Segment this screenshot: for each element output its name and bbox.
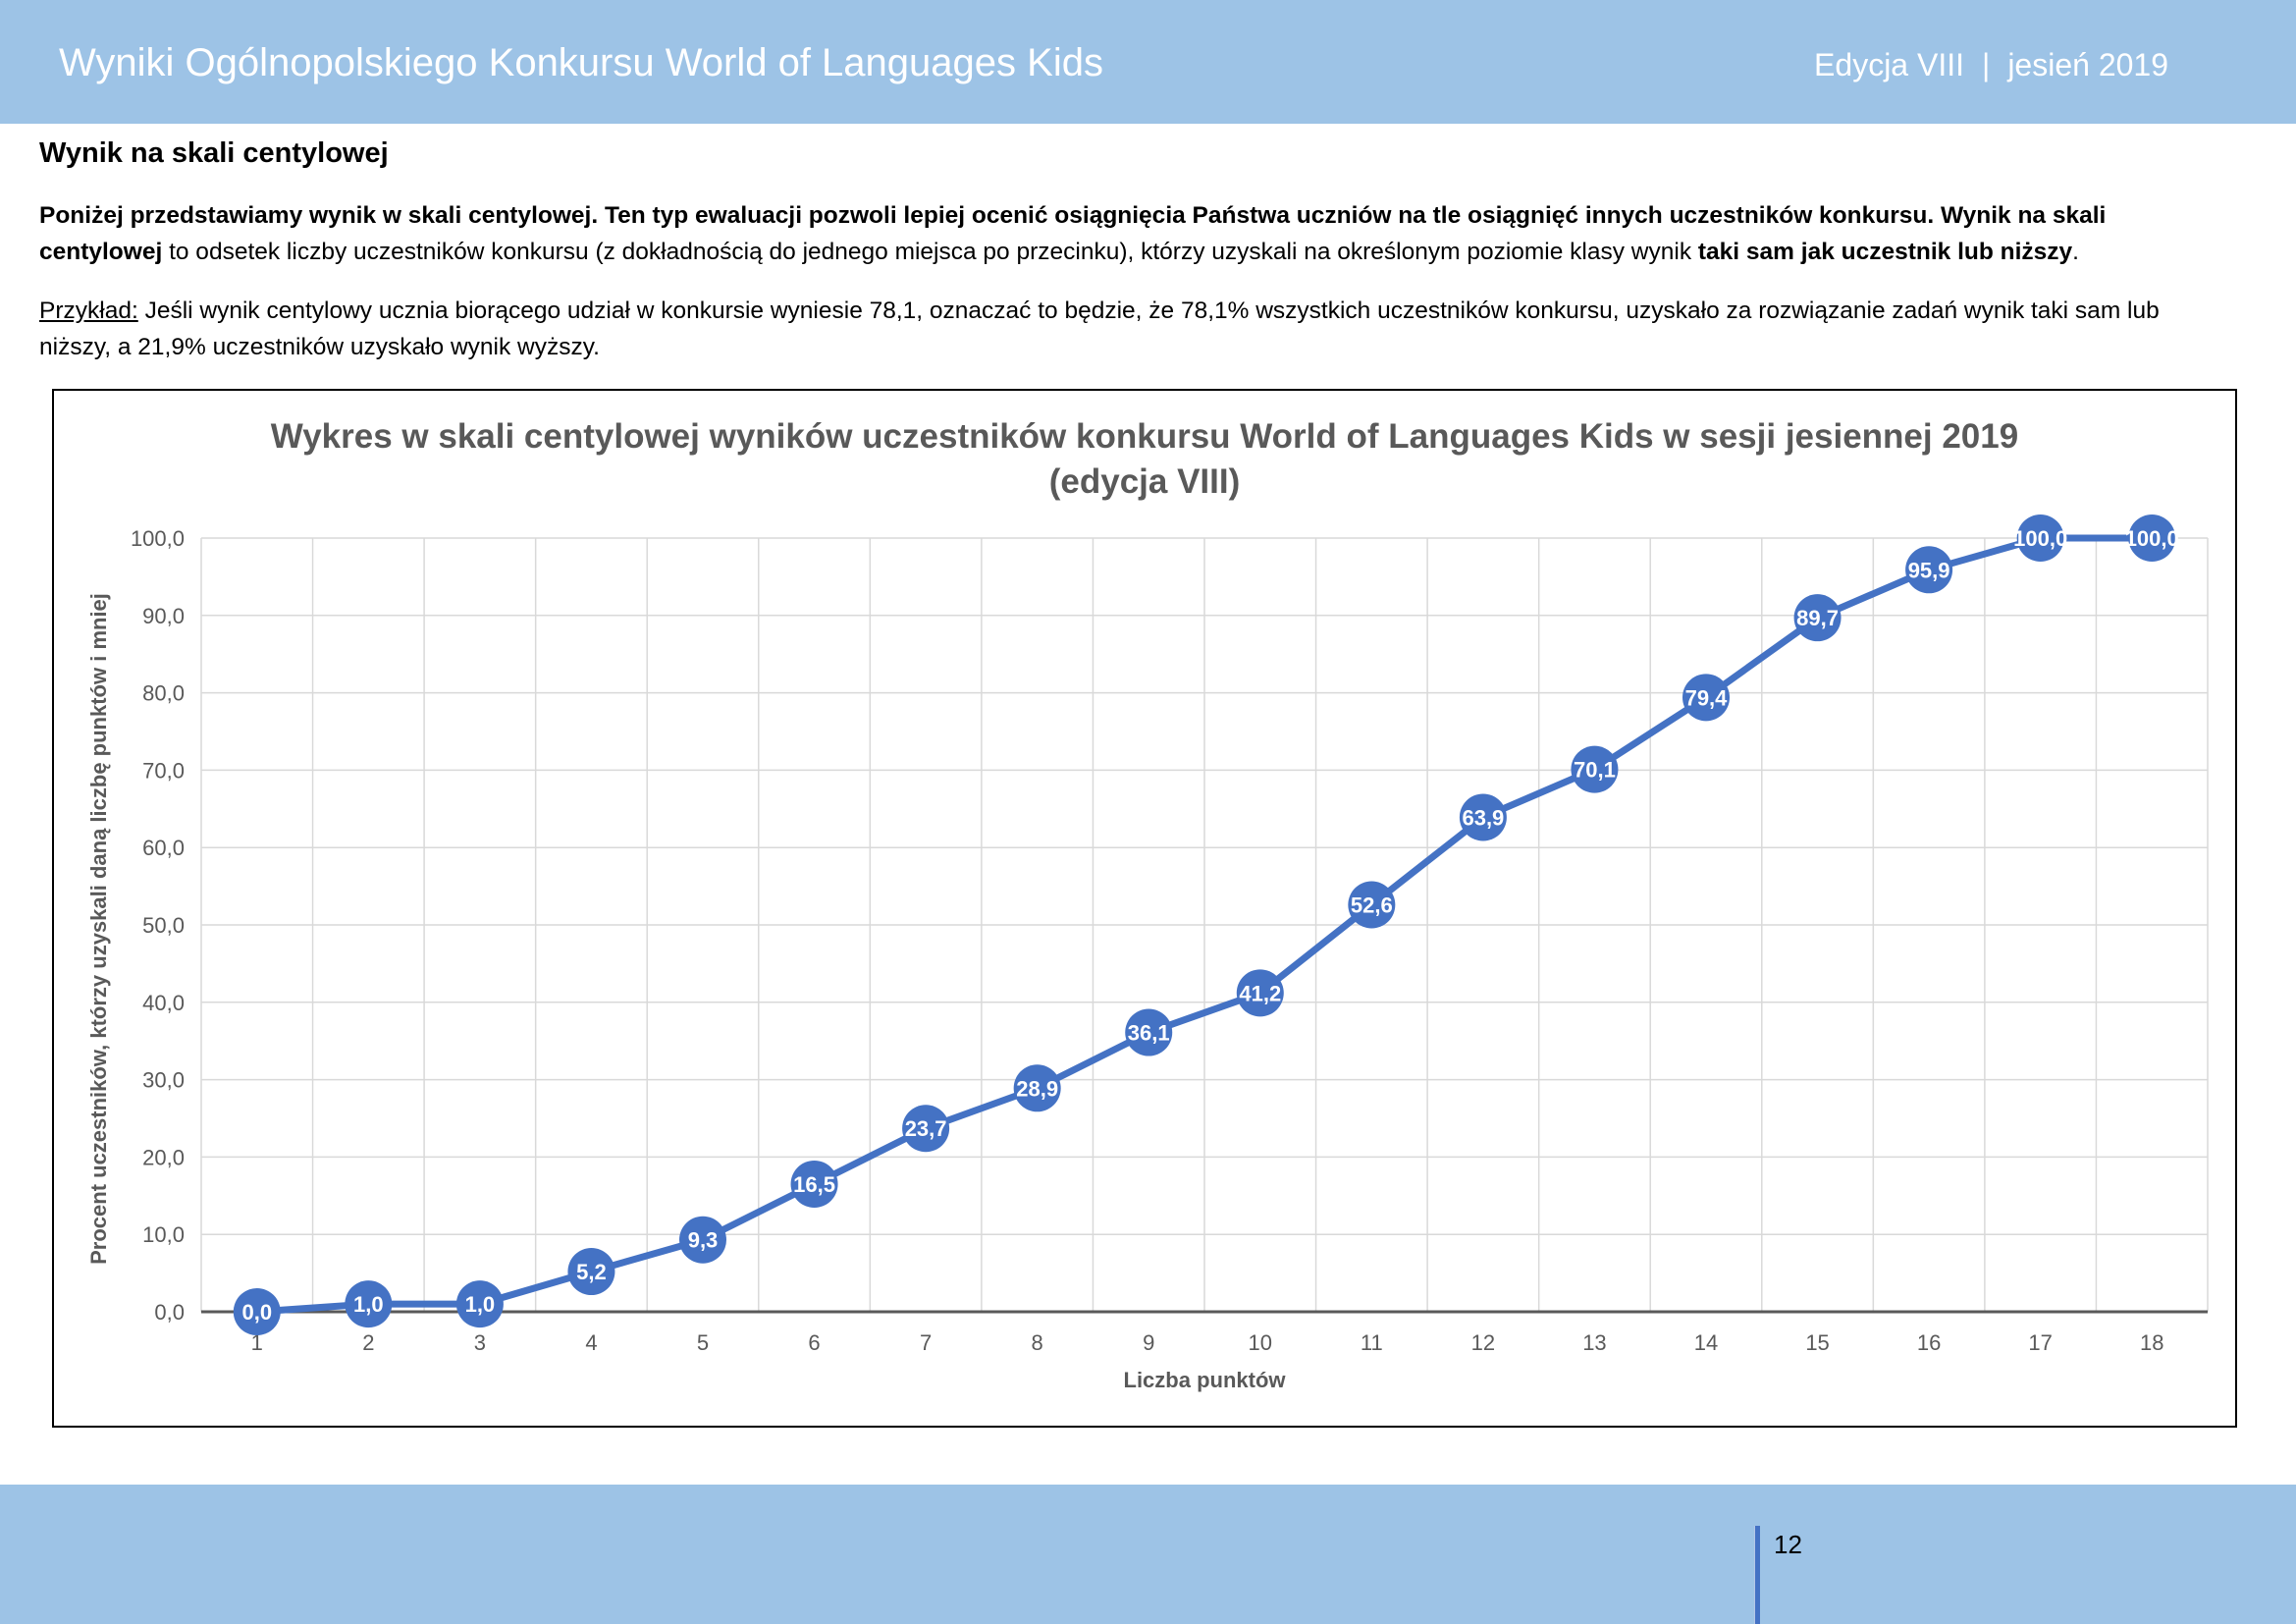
y-tick-label: 20,0 <box>142 1145 185 1169</box>
data-point <box>1125 1008 1173 1056</box>
x-tick-label: 4 <box>585 1330 597 1355</box>
intro-normal-text: to odsetek liczby uczestników konkursu (… <box>162 239 1698 265</box>
data-point <box>1459 793 1507 841</box>
x-tick-label: 2 <box>362 1330 374 1355</box>
x-tick-label: 1 <box>251 1330 263 1355</box>
header-band <box>0 0 2296 124</box>
x-tick-label: 12 <box>1471 1330 1495 1355</box>
data-point <box>2128 514 2176 562</box>
y-tick-label: 50,0 <box>142 913 185 938</box>
intro-bold-text: Poniżej przedstawiamy wynik w skali cent… <box>39 202 2107 265</box>
data-point <box>455 1280 504 1328</box>
chart-title-line2: (edycja VIII) <box>1048 462 1241 501</box>
data-label: 100,0 <box>2125 526 2179 551</box>
data-point <box>1571 745 1619 793</box>
x-tick-label: 13 <box>1582 1330 1606 1355</box>
y-tick-label: 30,0 <box>142 1068 185 1093</box>
x-tick-label: 9 <box>1143 1330 1154 1355</box>
x-tick-label: 15 <box>1805 1330 1829 1355</box>
x-tick-label: 10 <box>1249 1330 1272 1355</box>
data-point <box>1236 969 1284 1017</box>
data-point <box>902 1105 950 1153</box>
data-label: 89,7 <box>1796 606 1839 630</box>
data-label: 100,0 <box>2013 526 2067 551</box>
data-point <box>1905 546 1953 594</box>
data-label: 79,4 <box>1685 685 1729 710</box>
data-point <box>679 1216 726 1264</box>
example-paragraph: Przykład: Jeśli wynik centylowy ucznia b… <box>39 293 2199 365</box>
x-tick-label: 11 <box>1361 1330 1383 1355</box>
y-tick-label: 100,0 <box>131 526 185 551</box>
y-tick-label: 70,0 <box>142 758 185 783</box>
x-tick-label: 3 <box>474 1330 486 1355</box>
data-label: 63,9 <box>1462 805 1504 830</box>
header-title: Wyniki Ogólnopolskiego Konkursu World of… <box>59 41 1103 84</box>
y-tick-label: 60,0 <box>142 836 185 860</box>
y-tick-label: 90,0 <box>142 604 185 628</box>
data-label: 95,9 <box>1908 558 1950 582</box>
data-label: 5,2 <box>576 1260 607 1284</box>
intro-paragraph: Poniżej przedstawiamy wynik w skali cent… <box>39 197 2199 270</box>
data-label: 52,6 <box>1351 893 1393 918</box>
y-tick-label: 0,0 <box>154 1300 185 1325</box>
section-heading: Wynik na skali centylowej <box>39 137 389 169</box>
chart-title-line1: Wykres w skali centylowej wyników uczest… <box>270 417 2019 456</box>
data-point <box>345 1280 393 1328</box>
data-point <box>1793 594 1842 642</box>
header-edition: Edycja VIII <box>1814 47 1964 82</box>
x-tick-label: 6 <box>808 1330 820 1355</box>
y-tick-label: 80,0 <box>142 681 185 706</box>
header-season: jesień 2019 <box>2007 47 2168 82</box>
data-label: 23,7 <box>905 1116 947 1141</box>
footer-band <box>0 1485 2296 1624</box>
data-point <box>567 1248 615 1296</box>
data-label: 9,3 <box>688 1228 719 1253</box>
y-tick-label: 10,0 <box>142 1222 185 1247</box>
data-label: 1,0 <box>465 1292 496 1317</box>
x-tick-label: 14 <box>1694 1330 1718 1355</box>
x-tick-label: 18 <box>2140 1330 2163 1355</box>
x-tick-label: 5 <box>697 1330 709 1355</box>
data-point <box>1013 1064 1061 1112</box>
y-axis-title: Procent uczestników, którzy uzyskali dan… <box>86 593 111 1265</box>
x-tick-label: 8 <box>1032 1330 1043 1355</box>
data-label: 70,1 <box>1574 758 1616 783</box>
header-separator: | <box>1982 47 1991 82</box>
data-label: 28,9 <box>1016 1076 1058 1101</box>
example-label: Przykład: <box>39 298 138 324</box>
chart-container: Wykres w skali centylowej wyników uczest… <box>52 389 2237 1428</box>
footer-divider <box>1754 1526 1760 1624</box>
data-point <box>1348 881 1396 929</box>
data-point <box>1682 674 1730 722</box>
x-tick-label: 17 <box>2028 1330 2052 1355</box>
chart-title: Wykres w skali centylowej wyników uczest… <box>54 414 2235 505</box>
intro-bold-end: taki sam jak uczestnik lub niższy <box>1697 239 2073 265</box>
x-tick-label: 16 <box>1917 1330 1941 1355</box>
data-label: 36,1 <box>1128 1021 1170 1046</box>
data-point <box>790 1160 838 1208</box>
data-point <box>233 1288 281 1335</box>
line-chart: 0,010,020,030,040,050,060,070,080,090,01… <box>86 514 2209 1392</box>
header-edition-info: Edycja VIII | jesień 2019 <box>1814 47 2168 83</box>
intro-period: . <box>2072 239 2079 265</box>
data-label: 41,2 <box>1239 981 1281 1005</box>
data-point <box>2016 514 2064 562</box>
page-number: 12 <box>1774 1530 1802 1559</box>
x-tick-label: 7 <box>920 1330 932 1355</box>
y-tick-label: 40,0 <box>142 991 185 1015</box>
x-axis-title: Liczba punktów <box>1124 1368 1287 1392</box>
data-label: 16,5 <box>793 1172 835 1197</box>
example-text: Jeśli wynik centylowy ucznia biorącego u… <box>39 298 2160 360</box>
data-label: 0,0 <box>241 1300 272 1325</box>
data-label: 1,0 <box>353 1292 384 1317</box>
